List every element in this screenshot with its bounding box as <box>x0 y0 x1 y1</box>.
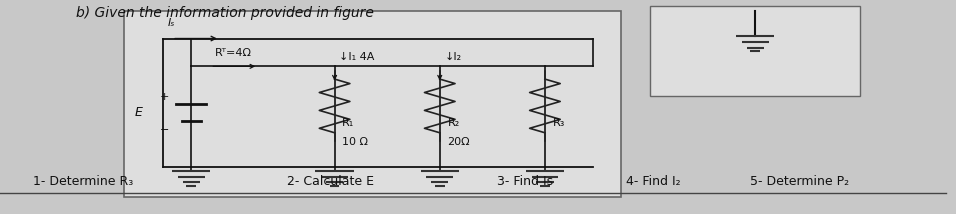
Text: R₃: R₃ <box>553 118 565 128</box>
Text: +: + <box>160 92 169 102</box>
Text: 20Ω: 20Ω <box>447 137 470 147</box>
Text: 3- Find Is: 3- Find Is <box>497 175 554 188</box>
Text: −: − <box>160 125 169 135</box>
Text: ↓I₂: ↓I₂ <box>445 52 462 62</box>
Text: Rᵀ=4Ω: Rᵀ=4Ω <box>215 48 252 58</box>
Bar <box>124 11 621 197</box>
Text: ↓I₁ 4A: ↓I₁ 4A <box>339 52 375 62</box>
Text: 2- Calculate E: 2- Calculate E <box>287 175 374 188</box>
Text: 1- Determine R₃: 1- Determine R₃ <box>33 175 134 188</box>
Bar <box>650 6 860 96</box>
Text: R₂: R₂ <box>447 118 460 128</box>
Text: Iₛ: Iₛ <box>167 18 175 28</box>
Text: 5- Determine P₂: 5- Determine P₂ <box>750 175 850 188</box>
Text: b) Given the information provided in figure: b) Given the information provided in fig… <box>76 6 375 20</box>
Text: 10 Ω: 10 Ω <box>342 137 368 147</box>
Text: 4- Find I₂: 4- Find I₂ <box>626 175 681 188</box>
Text: R₁: R₁ <box>342 118 355 128</box>
Text: E: E <box>135 106 142 119</box>
